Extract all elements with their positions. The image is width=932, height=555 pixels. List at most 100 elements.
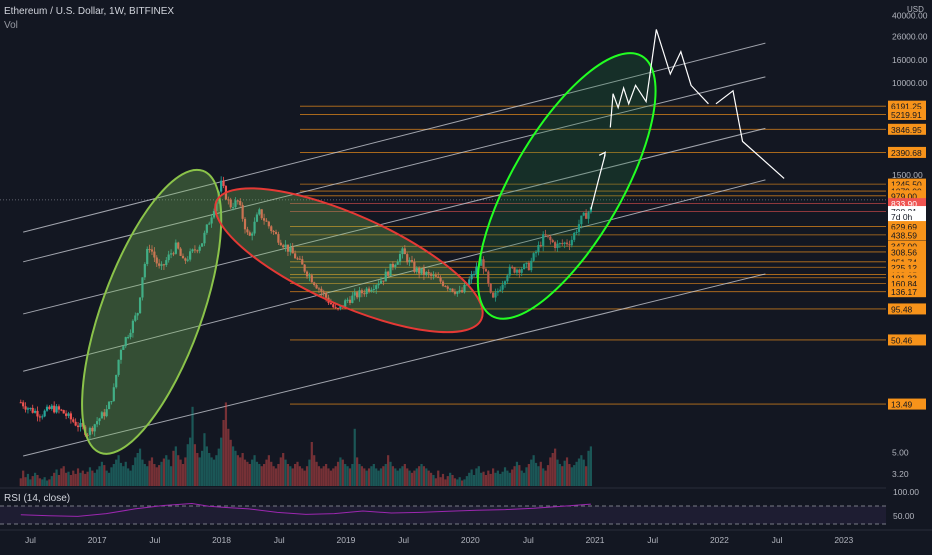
candle-body xyxy=(48,406,51,409)
volume-bar xyxy=(458,477,461,486)
volume-bar xyxy=(501,471,504,486)
candle-body xyxy=(515,269,519,273)
candle-body xyxy=(294,253,297,259)
candle-body xyxy=(489,283,492,293)
volume-bar xyxy=(453,478,457,486)
level-tag xyxy=(888,303,926,315)
volume-bar xyxy=(327,468,330,486)
volume-bar xyxy=(413,470,416,486)
volume-bar xyxy=(563,460,566,486)
level-label: 2390.68 xyxy=(891,148,922,158)
candle-body xyxy=(346,299,349,301)
candle-body xyxy=(98,418,101,422)
candle-body xyxy=(227,199,230,201)
volume-bar xyxy=(472,475,476,486)
volume-bar xyxy=(573,465,576,486)
candle-body xyxy=(33,410,37,413)
candle-body xyxy=(456,291,459,294)
volume-bar xyxy=(179,459,182,486)
volume-bar xyxy=(556,459,559,486)
volume-bar xyxy=(110,467,113,486)
volume-bar xyxy=(387,455,390,486)
volume-bar xyxy=(48,479,51,486)
level-label: 6191.25 xyxy=(891,102,922,112)
candle-body xyxy=(143,264,146,278)
volume-bar xyxy=(148,460,151,486)
candle-body xyxy=(356,292,359,298)
candle-body xyxy=(196,250,199,252)
volume-bar xyxy=(138,448,142,486)
level-tag xyxy=(888,261,926,273)
rsi-label: RSI (14, close) xyxy=(4,493,71,504)
channel-line xyxy=(23,179,766,372)
volume-bar xyxy=(329,470,332,486)
time-tick: Jul xyxy=(398,535,409,545)
candle-body xyxy=(463,284,466,293)
candle-body xyxy=(429,273,433,276)
volume-bar xyxy=(305,466,309,486)
volume-bar xyxy=(425,468,428,486)
volume-bar xyxy=(181,464,185,486)
volume-bar xyxy=(222,420,225,486)
time-tick: Jul xyxy=(274,535,285,545)
candle-body xyxy=(158,263,161,266)
volume-bar xyxy=(530,459,533,486)
volume-bar xyxy=(463,479,466,486)
volume-bar xyxy=(76,468,80,486)
candle-body xyxy=(387,271,390,276)
volume-bar xyxy=(577,458,581,486)
candle-body xyxy=(537,245,540,252)
candle-body xyxy=(568,244,571,246)
volume-bar xyxy=(112,464,115,486)
candle-body xyxy=(351,295,354,303)
candle-body xyxy=(222,180,225,187)
volume-bar xyxy=(169,466,173,486)
volume-bar xyxy=(332,468,335,486)
candle-body xyxy=(203,232,206,244)
volume-bar xyxy=(367,468,371,486)
candle-body xyxy=(251,233,254,236)
symbol-title: Ethereum / U.S. Dollar, 1W, BITFINEX xyxy=(4,6,175,17)
volume-bar xyxy=(291,468,294,486)
volume-bar xyxy=(93,472,96,486)
volume-bar xyxy=(482,471,485,486)
candle-body xyxy=(115,374,118,388)
level-label: 225.12 xyxy=(891,263,917,273)
volume-bar xyxy=(394,468,397,486)
candle-body xyxy=(107,401,111,410)
volume-bar xyxy=(208,453,211,486)
volume-bar xyxy=(589,446,592,486)
candle-body xyxy=(215,200,218,212)
level-tag xyxy=(888,190,926,202)
volume-bar xyxy=(158,465,161,486)
candle-body xyxy=(375,285,378,290)
volume-bar xyxy=(260,466,263,486)
volume-bar xyxy=(84,473,87,486)
candle-body xyxy=(503,281,507,285)
candle-body xyxy=(520,269,523,273)
candle-body xyxy=(155,257,158,264)
volume-bar xyxy=(499,473,502,486)
candle-body xyxy=(432,275,435,277)
candle-body xyxy=(153,251,156,258)
candle-body xyxy=(150,249,154,252)
volume-bar xyxy=(227,428,230,486)
candle-body xyxy=(291,247,294,254)
candle-body xyxy=(270,226,273,231)
candle-body xyxy=(480,259,483,266)
volume-bar xyxy=(429,472,433,486)
candle-body xyxy=(262,218,266,221)
level-label: 1245.50 xyxy=(891,180,922,190)
candle-body xyxy=(544,234,547,236)
level-label: 979.00 xyxy=(891,191,917,201)
level-tag xyxy=(888,272,926,284)
candle-body xyxy=(229,199,232,208)
volume-bar xyxy=(561,466,564,486)
candle-body xyxy=(131,320,134,333)
candle-body xyxy=(501,284,504,290)
candle-body xyxy=(274,232,278,235)
volume-bar xyxy=(432,475,435,486)
volume-bar xyxy=(558,464,561,486)
